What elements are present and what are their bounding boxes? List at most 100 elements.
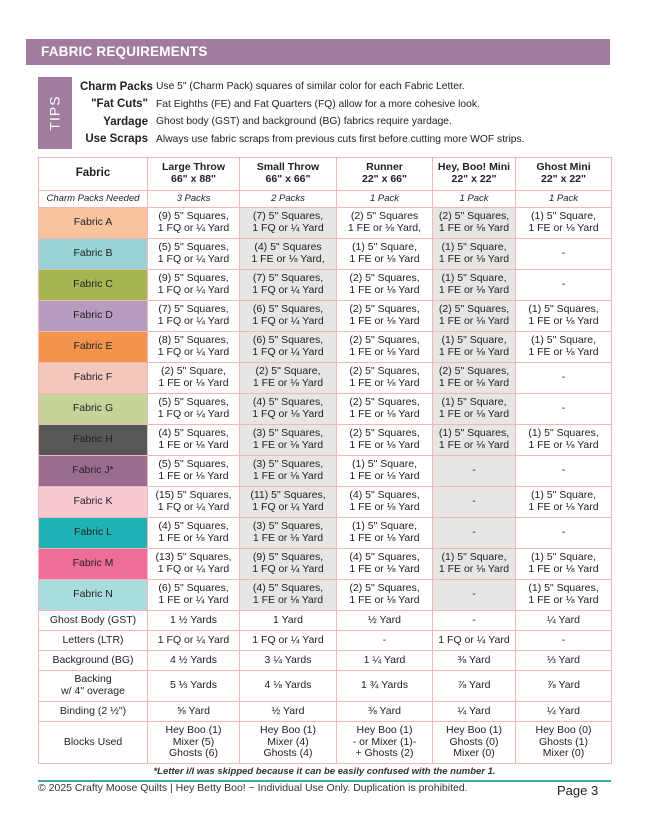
cell-text: Ghost Body (GST) (49, 613, 137, 626)
fabric-swatch: Fabric K (38, 486, 148, 518)
fabric-swatch: Fabric N (38, 579, 148, 611)
cell-line: 1 FQ or ¼ Yard (252, 284, 324, 296)
cell-line: (8) 5" Squares, (158, 334, 229, 347)
cell-line: (1) 5" Square, (351, 458, 417, 471)
cell-text: Fabric K (73, 495, 113, 508)
table-cell: (6) 5" Squares, 1 FQ or ¼ Yard (239, 300, 337, 332)
table-cell: (3) 5" Squares, 1 FE or ⅛ Yard (239, 424, 337, 456)
cell-text: Letters (LTR) (62, 633, 124, 646)
cell-line: 1 FQ or ¼ Yard (157, 346, 230, 358)
column-name: Runner (366, 161, 403, 174)
column-header: Large Throw 66" x 88" (147, 157, 240, 191)
table-row: Blocks Used Hey Boo (1) Mixer (5) Ghosts (6… (38, 721, 612, 764)
cell-text: 3 Packs (176, 193, 211, 205)
tips-side-label: TIPS (38, 77, 72, 149)
charm-packs-value: 1 Pack (515, 190, 612, 208)
charm-packs-row: Charm Packs Needed 3 Packs 2 Packs 1 Pack 1 … (38, 190, 612, 208)
cell-text: 4 ½ Yards (170, 653, 217, 666)
column-size: 22" x 22" (541, 173, 586, 185)
table-cell: (1) 5" Square, 1 FE or ⅛ Yard (432, 269, 516, 301)
table-cell: (1) 5" Square, 1 FE or ⅛ Yard (336, 455, 433, 487)
table-cell: (4) 5" Squares, 1 FE or ⅛ Yard (336, 486, 433, 518)
fabric-swatch: Fabric E (38, 331, 148, 363)
cell-line: - or Mixer (1)- (352, 735, 417, 748)
table-cell: (2) 5" Squares, 1 FE or ⅛ Yard (432, 207, 516, 239)
table-cell: 4 ½ Yards (147, 650, 240, 671)
table-row: Ghost Body (GST) 1 ½ Yards 1 Yard ½ Yard - ¼ … (38, 610, 612, 631)
cell-line: (13) 5" Squares, (155, 551, 232, 564)
row-label: Backing w/ 4" overage (38, 670, 148, 702)
table-cell: 1 FQ or ¼ Yard (239, 630, 337, 651)
table-cell: 1 ¾ Yards (336, 670, 433, 702)
row-label: Binding (2 ½") (38, 701, 148, 722)
table-row: Backing w/ 4" overage 5 ⅓ Yards 4 ⅛ Yards 1 … (38, 670, 612, 702)
cell-line: 1 FQ or ¼ Yard (252, 501, 324, 513)
table-cell: 4 ⅛ Yards (239, 670, 337, 702)
cell-text: Fabric L (74, 526, 112, 539)
cell-line: 1 FQ or ⅛ Yard (252, 408, 324, 420)
cell-text: 1 FQ or ¼ Yard (252, 633, 324, 646)
cell-line: - (561, 371, 566, 384)
tip-row: "Fat Cuts" Fat Eighths (FE) and Fat Quar… (80, 96, 525, 114)
table-cell: - (432, 486, 516, 518)
cell-line: 1 FE or ⅛ Yard (158, 377, 229, 389)
cell-text: Binding (2 ½") (59, 704, 127, 717)
cell-line: 1 FE or ⅛ Yard (349, 532, 420, 544)
cell-text: - (382, 633, 387, 646)
section-title: FABRIC REQUIREMENTS (41, 44, 208, 59)
table-cell: - (515, 630, 612, 651)
cell-text: ⅞ Yard (457, 679, 491, 692)
table-cell: - (515, 362, 612, 394)
table-cell: (1) 5" Square, 1 FE or ⅛ Yard (515, 548, 612, 580)
table-cell: (2) 5" Squares, 1 FE or ⅛ Yard (336, 300, 433, 332)
cell-line: (4) 5" Squares, (252, 396, 324, 409)
cell-line: - (472, 588, 476, 601)
table-cell: (4) 5" Squares, 1 FE or ⅛ Yard (147, 517, 240, 549)
cell-line: (5) 5" Squares, (158, 396, 229, 409)
tip-text: Ghost body (GST) and background (BG) fab… (156, 116, 452, 128)
cell-line: - (561, 278, 566, 291)
cell-line: (2) 5" Squares, (349, 272, 420, 285)
table-cell: (1) 5" Square, 1 FE or ⅛ Yard (515, 207, 612, 239)
row-label: Ghost Body (GST) (38, 610, 148, 631)
cell-text: Fabric J* (72, 464, 114, 477)
fabric-swatch: Fabric C (38, 269, 148, 301)
cell-text: - (472, 613, 476, 626)
table-cell: 1 ½ Yards (147, 610, 240, 631)
table-cell: (11) 5" Squares, 1 FQ or ¼ Yard (239, 486, 337, 518)
table-cell: ⅓ Yard (515, 650, 612, 671)
table-cell: Hey Boo (0) Ghosts (1) Mixer (0) (515, 721, 612, 764)
table-cell: (2) 5" Squares, 1 FE or ⅛ Yard (336, 424, 433, 456)
cell-line: Hey Boo (1) (165, 724, 222, 737)
cell-line: - (472, 526, 476, 539)
cell-text: 1 ½ Yards (170, 613, 217, 626)
cell-text: Fabric A (73, 216, 113, 229)
cell-line: 1 FE or ⅛ Yard (438, 315, 510, 327)
cell-line: 1 FE or ⅛ Yard (438, 408, 510, 420)
table-cell: (9) 5" Squares, 1 FQ or ¼ Yard (147, 207, 240, 239)
cell-line: 1 FQ or ¼ Yard (157, 284, 230, 296)
cell-line: 1 FE or ⅛ Yard (252, 377, 324, 389)
cell-text: ¼ Yard (547, 704, 580, 717)
cell-text: Fabric (75, 167, 111, 180)
tip-text: Use 5" (Charm Pack) squares of similar c… (156, 81, 465, 93)
table-cell: (3) 5" Squares, 1 FE or ⅛ Yard (239, 455, 337, 487)
table-cell: (2) 5" Squares, 1 FE or ⅛ Yard (336, 579, 433, 611)
table-cell: (4) 5" Squares 1 FE or ⅛ Yard, (239, 238, 337, 270)
cell-line: (1) 5" Squares, (438, 427, 510, 440)
cell-line: 1 FQ or ¼ Yard (252, 346, 324, 358)
cell-line: (2) 5" Square, (160, 365, 226, 378)
cell-line: (1) 5" Square, (351, 241, 417, 254)
table-row: Fabric B (5) 5" Squares, 1 FQ or ¼ Yard (4)… (38, 238, 612, 270)
cell-line: 1 FE or ⅛ Yard (438, 439, 510, 451)
cell-line: 1 FE or ⅛ Yard (349, 253, 420, 265)
cell-line: (2) 5" Squares, (438, 303, 510, 316)
table-cell: ½ Yard (336, 610, 433, 631)
cell-text: Fabric N (73, 588, 113, 601)
table-cell: (1) 5" Square, 1 FE or ⅛ Yard (336, 517, 433, 549)
table-cell: (1) 5" Square, 1 FE or ⅛ Yard (432, 331, 516, 363)
table-cell: (6) 5" Squares, 1 FQ or ¼ Yard (239, 331, 337, 363)
footer-rule (38, 780, 611, 782)
table-cell: (1) 5" Squares, 1 FE or ⅛ Yard (515, 300, 612, 332)
table-cell: - (515, 269, 612, 301)
